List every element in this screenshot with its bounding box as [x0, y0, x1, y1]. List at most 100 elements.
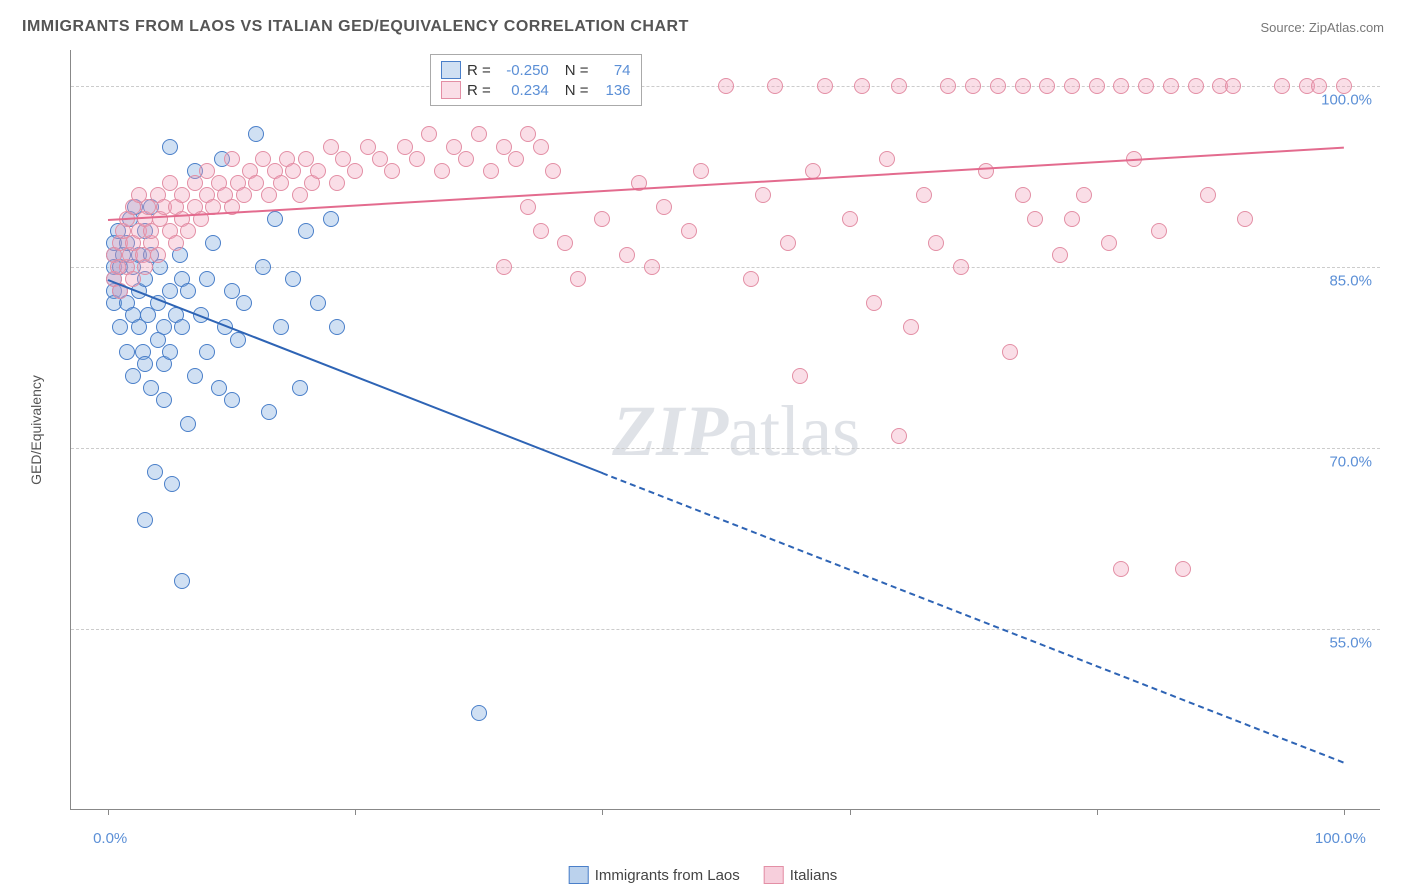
data-point: [119, 344, 135, 360]
data-point: [137, 356, 153, 372]
data-point: [329, 175, 345, 191]
data-point: [434, 163, 450, 179]
data-point: [681, 223, 697, 239]
data-point: [903, 319, 919, 335]
chart-title: IMMIGRANTS FROM LAOS VS ITALIAN GED/EQUI…: [22, 18, 689, 36]
data-point: [1015, 78, 1031, 94]
data-point: [174, 319, 190, 335]
data-point: [1027, 211, 1043, 227]
x-tick: [850, 809, 851, 815]
data-point: [557, 235, 573, 251]
data-point: [1274, 78, 1290, 94]
data-point: [570, 271, 586, 287]
data-point: [205, 235, 221, 251]
data-point: [236, 295, 252, 311]
data-point: [1163, 78, 1179, 94]
data-point: [329, 319, 345, 335]
data-point: [137, 512, 153, 528]
data-point: [1015, 187, 1031, 203]
legend-stats-row: R =0.234N =136: [441, 81, 631, 99]
data-point: [162, 139, 178, 155]
data-point: [1052, 247, 1068, 263]
data-point: [1138, 78, 1154, 94]
data-point: [1101, 235, 1117, 251]
data-point: [471, 705, 487, 721]
data-point: [965, 78, 981, 94]
data-point: [545, 163, 561, 179]
legend-r-value: 0.234: [497, 82, 549, 99]
data-point: [323, 211, 339, 227]
data-point: [879, 151, 895, 167]
data-point: [224, 151, 240, 167]
data-point: [953, 259, 969, 275]
data-point: [292, 187, 308, 203]
data-point: [916, 187, 932, 203]
data-point: [1064, 78, 1080, 94]
data-point: [384, 163, 400, 179]
data-point: [1002, 344, 1018, 360]
data-point: [866, 295, 882, 311]
data-point: [162, 283, 178, 299]
data-point: [940, 78, 956, 94]
data-point: [854, 78, 870, 94]
x-tick: [355, 809, 356, 815]
y-tick-label: 70.0%: [1329, 454, 1372, 471]
legend-r-label: R =: [467, 62, 491, 79]
x-tick-label: 0.0%: [93, 830, 127, 847]
legend-swatch: [441, 61, 461, 79]
legend-n-value: 136: [595, 82, 631, 99]
data-point: [292, 380, 308, 396]
x-tick: [602, 809, 603, 815]
data-point: [792, 368, 808, 384]
data-point: [458, 151, 474, 167]
data-point: [150, 247, 166, 263]
data-point: [1188, 78, 1204, 94]
data-point: [168, 235, 184, 251]
data-point: [1089, 78, 1105, 94]
data-point: [112, 319, 128, 335]
data-point: [891, 428, 907, 444]
data-point: [805, 163, 821, 179]
data-point: [496, 259, 512, 275]
legend-item: Immigrants from Laos: [569, 866, 740, 884]
data-point: [236, 187, 252, 203]
data-point: [285, 163, 301, 179]
data-point: [164, 476, 180, 492]
data-point: [743, 271, 759, 287]
legend-swatch: [764, 866, 784, 884]
data-point: [990, 78, 1006, 94]
legend-swatch: [569, 866, 589, 884]
data-point: [520, 199, 536, 215]
trend-line: [602, 472, 1344, 763]
legend-r-label: R =: [467, 82, 491, 99]
y-axis-label: GED/Equivalency: [28, 375, 44, 485]
legend-stats-row: R =-0.250N =74: [441, 61, 631, 79]
data-point: [842, 211, 858, 227]
data-point: [533, 139, 549, 155]
data-point: [261, 187, 277, 203]
data-point: [817, 78, 833, 94]
data-point: [156, 392, 172, 408]
watermark-rest: atlas: [728, 391, 860, 471]
data-point: [644, 259, 660, 275]
data-point: [594, 211, 610, 227]
data-point: [471, 126, 487, 142]
data-point: [533, 223, 549, 239]
data-point: [1336, 78, 1352, 94]
legend-label: Italians: [790, 867, 838, 884]
data-point: [619, 247, 635, 263]
data-point: [125, 368, 141, 384]
data-point: [718, 78, 734, 94]
watermark: ZIPatlas: [612, 390, 860, 473]
y-tick-label: 55.0%: [1329, 635, 1372, 652]
data-point: [1175, 561, 1191, 577]
data-point: [273, 319, 289, 335]
data-point: [421, 126, 437, 142]
data-point: [1311, 78, 1327, 94]
data-point: [156, 319, 172, 335]
data-point: [1113, 561, 1129, 577]
data-point: [267, 211, 283, 227]
data-point: [174, 573, 190, 589]
legend-r-value: -0.250: [497, 62, 549, 79]
data-point: [199, 344, 215, 360]
